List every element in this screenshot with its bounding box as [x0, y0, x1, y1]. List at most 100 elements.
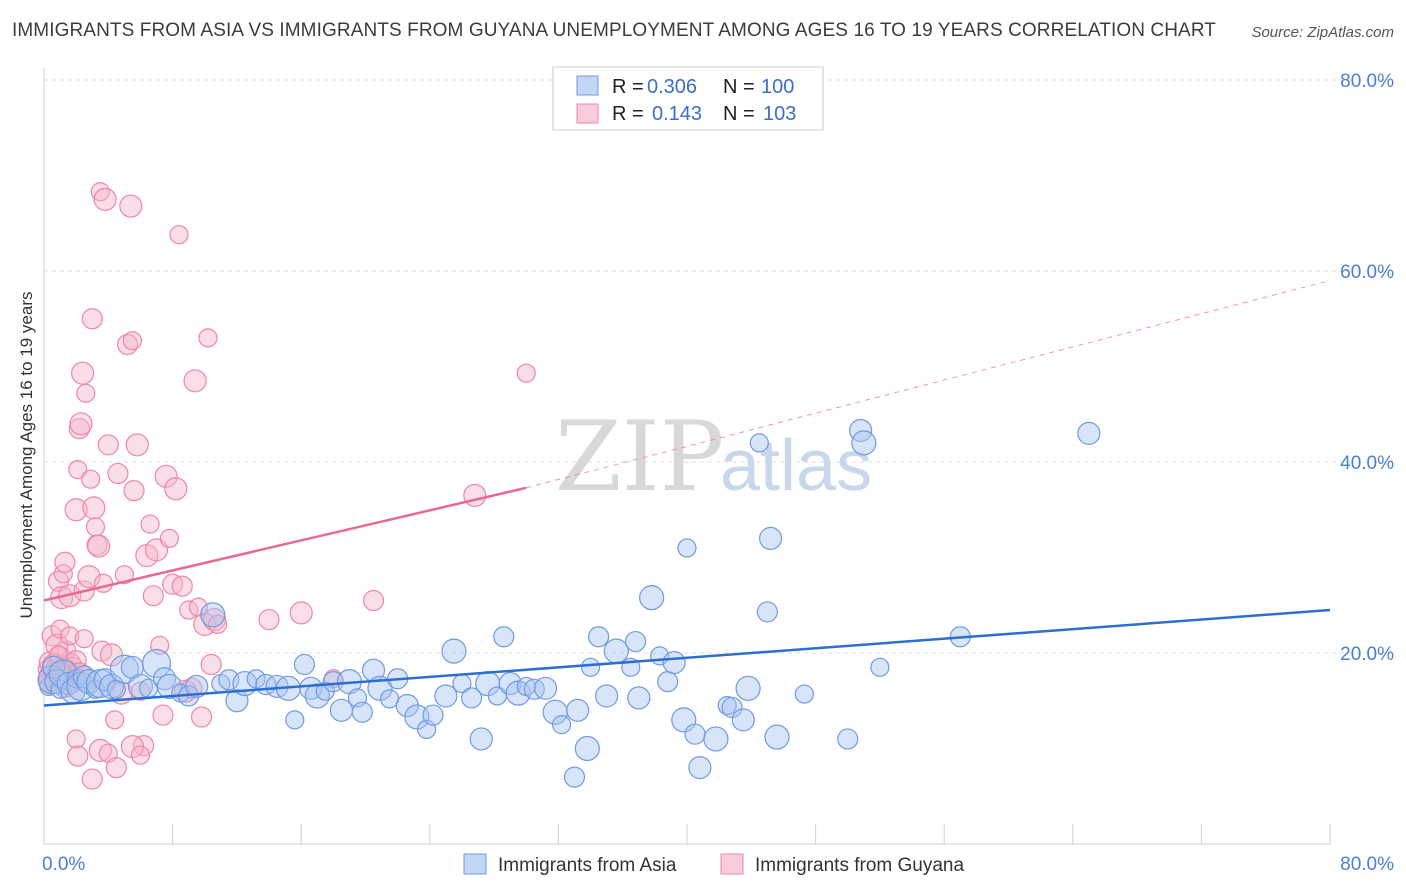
source-credit: Source: ZipAtlas.com [1251, 24, 1394, 41]
guyana-point [125, 433, 149, 457]
asia-point [141, 648, 172, 679]
guyana-point [183, 369, 207, 393]
guyana-series-points [37, 182, 536, 790]
guyana-point [97, 434, 119, 456]
asia-series-points [37, 418, 1101, 788]
asia-point [469, 727, 493, 751]
guyana-point [87, 534, 111, 558]
legend-r-value-guyana: 0.143 [652, 103, 702, 125]
guyana-trend-line [43, 486, 527, 602]
asia-point [849, 418, 873, 443]
guyana-point [81, 469, 101, 489]
legend-r-label-asia: R = [612, 76, 644, 98]
asia-point [677, 538, 697, 558]
asia-point [662, 650, 686, 675]
x-tick-label: 0.0% [42, 854, 85, 875]
guyana-point [68, 417, 90, 440]
guyana-point [164, 477, 188, 501]
asia-point [574, 735, 600, 762]
asia-point [109, 654, 139, 684]
guyana-point [50, 619, 70, 639]
asia-point [749, 433, 769, 453]
asia-point [603, 638, 629, 664]
asia-trend-line [43, 608, 1331, 707]
asia-point [404, 704, 430, 730]
asia-point [1077, 421, 1101, 445]
x-tick-label: 80.0% [1340, 854, 1394, 875]
x-tick-labels: 0.0% 80.0% [42, 854, 1394, 875]
asia-point [367, 675, 393, 701]
asia-point [552, 715, 572, 735]
guyana-point [142, 585, 164, 607]
guyana-point [154, 464, 178, 488]
guyana-point [66, 729, 86, 749]
guyana-point [82, 496, 106, 520]
guyana-point [198, 328, 218, 348]
guyana-point [68, 460, 88, 480]
guyana-point [105, 710, 125, 730]
asia-point [566, 698, 590, 722]
asia-point [703, 726, 729, 752]
guyana-point [70, 361, 95, 385]
guyana-point [114, 565, 134, 585]
watermark-zip: ZIP [555, 401, 724, 513]
guyana-point [81, 308, 103, 330]
guyana-point [258, 608, 280, 631]
asia-point [735, 675, 761, 701]
trend-lines [43, 280, 1331, 707]
legend-r-label-guyana: R = [612, 103, 644, 125]
asia-point [837, 728, 859, 750]
guyana-point [74, 629, 94, 649]
guyana-point [190, 706, 213, 728]
asia-point [870, 657, 890, 677]
asia-point [441, 638, 467, 664]
asia-point [200, 602, 226, 628]
legend-n-label-asia: N = [723, 76, 755, 98]
asia-point [627, 686, 651, 710]
guyana-point [60, 626, 80, 646]
guyana-point [123, 480, 145, 502]
guyana-point [362, 589, 385, 612]
guyana-point [516, 363, 536, 383]
asia-point [293, 653, 316, 676]
bottom-legend: Immigrants from Asia Immigrants from Guy… [463, 853, 964, 876]
asia-point [688, 755, 712, 780]
asia-point [152, 667, 177, 691]
guyana-point [289, 601, 313, 625]
guyana-point [90, 182, 110, 202]
asia-point [422, 704, 444, 726]
bottom-legend-label-asia: Immigrants from Asia [498, 855, 677, 876]
guyana-point [81, 768, 103, 790]
guyana-point [171, 575, 193, 597]
guyana-point [200, 653, 222, 676]
chart-title: IMMIGRANTS FROM ASIA VS IMMIGRANTS FROM … [12, 20, 1217, 41]
asia-point [764, 724, 790, 750]
asia-point [851, 430, 877, 456]
legend-swatch-asia [576, 75, 599, 96]
legend-n-value-guyana: 103 [763, 103, 796, 125]
asia-point [563, 766, 586, 788]
asia-point [493, 626, 515, 648]
guyana-point [463, 483, 487, 508]
guyana-point [67, 745, 89, 767]
asia-point [587, 626, 610, 648]
y-tick-label: 80.0% [1340, 71, 1394, 92]
guyana-point [69, 412, 93, 436]
y-tick-label: 40.0% [1340, 453, 1394, 474]
top-legend: R = 0.306 N = 100 R = 0.143 N = 103 [552, 66, 824, 131]
asia-point [434, 684, 458, 708]
asia-point [329, 698, 353, 722]
guyana-point [105, 756, 127, 779]
asia-point [756, 601, 778, 623]
bottom-legend-swatch-guyana [720, 853, 744, 875]
guyana-point [159, 528, 179, 549]
legend-n-value-asia: 100 [761, 76, 794, 98]
asia-point [285, 710, 305, 730]
asia-point [185, 674, 209, 699]
guyana-point [93, 187, 117, 211]
bottom-legend-swatch-asia [463, 853, 487, 875]
legend-r-value-asia: 0.306 [647, 76, 697, 98]
asia-point [533, 676, 558, 700]
y-tick-label: 60.0% [1340, 262, 1394, 283]
